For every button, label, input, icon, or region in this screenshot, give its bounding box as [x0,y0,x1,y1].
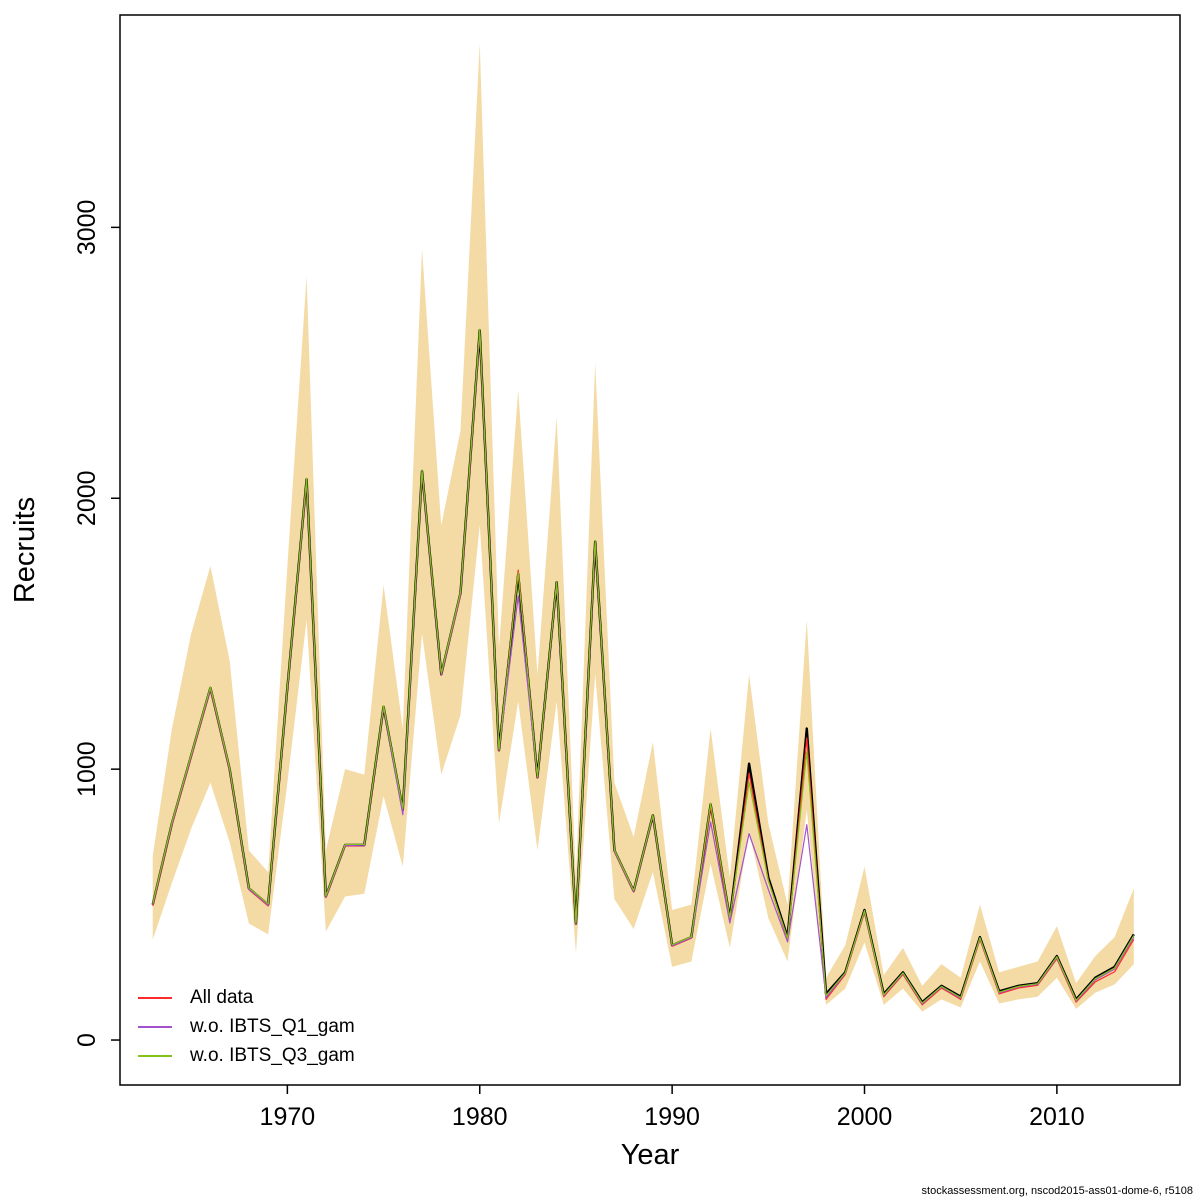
legend-line-swatch [138,1026,172,1028]
y-tick-label: 0 [73,1033,101,1047]
legend-label: w.o. IBTS_Q1_gam [190,1016,355,1037]
x-tick-label: 2000 [837,1103,893,1131]
x-tick-label: 1970 [260,1103,316,1131]
legend-item: w.o. IBTS_Q3_gam [138,1044,355,1068]
x-tick-label: 1980 [452,1103,508,1131]
x-tick-label: 1990 [644,1103,700,1131]
legend-item: w.o. IBTS_Q1_gam [138,1015,355,1039]
x-axis-title: Year [621,1139,680,1171]
band-layer [152,43,1134,1012]
series-line-w-o-ibts-q3-gam [152,328,1135,1004]
x-tick-label: 2010 [1029,1103,1085,1131]
plot-box [119,14,1181,1086]
y-axis-title: Recruits [9,497,41,603]
y-tick-label: 2000 [73,470,101,526]
chart-legend: All data w.o. IBTS_Q1_gam w.o. IBTS_Q3_gam [138,986,355,1068]
footer-credit: stockassessment.org, nscod2015-ass01-dom… [921,1185,1193,1197]
confidence-band [152,43,1134,1012]
legend-line-swatch [138,1055,172,1057]
legend-label: All data [190,987,254,1008]
legend-line-swatch [138,997,172,999]
legend-item: All data [138,986,355,1010]
y-tick-label: 1000 [73,741,101,797]
legend-label: w.o. IBTS_Q3_gam [190,1045,355,1066]
y-tick-label: 3000 [73,200,101,256]
axes-layer: 1970 1980 1990 2000 2010 0 1000 2000 3000 [73,14,1181,1131]
lines-layer [151,328,1135,1006]
